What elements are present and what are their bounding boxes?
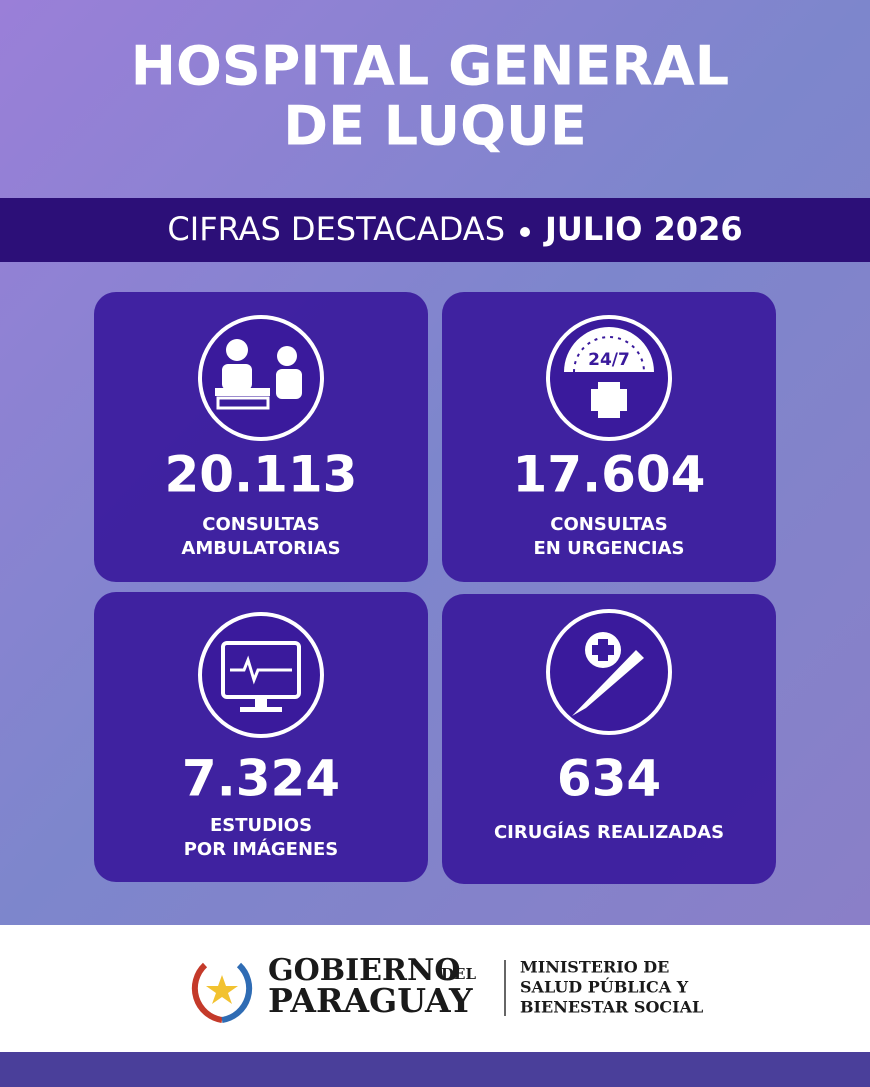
- card: [94, 292, 428, 582]
- gov-text: DEL: [441, 965, 476, 983]
- stat-label: AMBULATORIAS: [181, 538, 340, 559]
- banner: [0, 198, 870, 262]
- stat-label: EN URGENCIAS: [533, 538, 684, 559]
- gov-text: GOBIERNO: [268, 953, 461, 988]
- title-line: DE LUQUE: [283, 95, 587, 158]
- stat-value: 634: [557, 750, 661, 808]
- stat-value: 17.604: [513, 446, 706, 504]
- footer-strip: [0, 1052, 870, 1087]
- stat-label: CONSULTAS: [550, 514, 667, 535]
- stat-value: 7.324: [182, 750, 340, 808]
- icon-text: 24/7: [588, 350, 630, 370]
- stat-label: CIRUGÍAS REALIZADAS: [494, 821, 724, 843]
- ministry-text: MINISTERIO DE: [520, 958, 669, 977]
- banner-period: JULIO 2026: [543, 210, 743, 248]
- ministry-text: BIENESTAR SOCIAL: [520, 998, 703, 1017]
- emblem: [191, 962, 253, 1023]
- gov-text: PARAGUAY: [268, 981, 473, 1020]
- stat-label: CONSULTAS: [202, 514, 319, 535]
- stat-label: ESTUDIOS: [210, 815, 312, 836]
- banner-text: CIFRAS DESTACADAS: [167, 210, 505, 248]
- stat-value: 20.113: [165, 446, 358, 504]
- footer: [0, 925, 870, 1052]
- ministry-text: SALUD PÚBLICA Y: [520, 977, 689, 997]
- title-line: HOSPITAL GENERAL: [131, 35, 729, 98]
- card: [442, 292, 776, 582]
- card: [94, 592, 428, 882]
- bullet: [520, 227, 530, 237]
- card: [442, 594, 776, 884]
- stat-label: POR IMÁGENES: [184, 838, 339, 860]
